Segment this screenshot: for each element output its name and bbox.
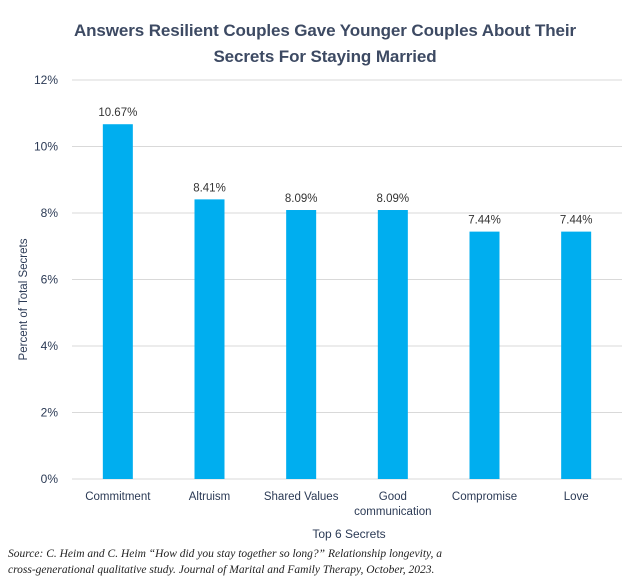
y-tick-label: 2%	[41, 406, 59, 420]
data-label: 8.09%	[377, 193, 410, 205]
source-line-2: cross-generational qualitative study. Jo…	[8, 564, 435, 576]
bar	[286, 210, 317, 479]
bar	[469, 231, 500, 479]
bar-chart: 0% 2% 4% 6% 8% 10% 12% 10.67% Commitment 8.41% Alt…	[18, 73, 622, 541]
x-tick-label: communication	[354, 506, 431, 518]
y-tick-label: 8%	[41, 206, 59, 220]
chart-title-line-1: Answers Resilient Couples Gave Younger C…	[73, 21, 577, 40]
bar	[561, 231, 592, 479]
x-axis-title: Top 6 Secrets	[312, 527, 385, 541]
y-tick-label: 0%	[41, 472, 59, 486]
y-tick-label: 12%	[34, 73, 58, 87]
y-tick-label: 4%	[41, 339, 59, 353]
bar	[377, 210, 408, 479]
x-tick-label: Good	[379, 491, 407, 503]
bar	[102, 124, 133, 479]
x-tick-label: Commitment	[85, 491, 151, 503]
data-label: 10.67%	[98, 107, 137, 119]
data-label: 7.44%	[468, 215, 501, 227]
data-label: 7.44%	[560, 215, 593, 227]
x-tick-label: Altruism	[189, 491, 231, 503]
data-label: 8.41%	[193, 182, 226, 194]
chart-title: Answers Resilient Couples Gave Younger C…	[40, 18, 610, 70]
x-tick-label: Shared Values	[264, 491, 339, 503]
y-tick-label: 10%	[34, 140, 58, 154]
bar	[194, 199, 225, 479]
x-tick-label: Love	[564, 491, 589, 503]
source-line-1: Source: C. Heim and C. Heim “How did you…	[8, 548, 442, 560]
y-axis-title: Percent of Total Secrets	[18, 238, 30, 360]
y-tick-label: 6%	[41, 273, 59, 287]
source-citation: Source: C. Heim and C. Heim “How did you…	[8, 546, 633, 578]
x-tick-label: Compromise	[452, 491, 517, 503]
chart-title-line-2: Secrets For Staying Married	[213, 47, 437, 66]
data-label: 8.09%	[285, 193, 318, 205]
